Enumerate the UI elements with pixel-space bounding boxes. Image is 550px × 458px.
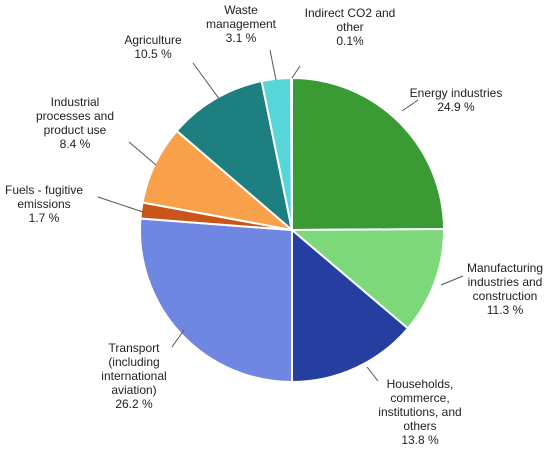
pie-slice [175, 80, 293, 231]
leader-line [440, 275, 464, 286]
slice-name-label: aviation) [111, 383, 156, 397]
slice-name-label: Fuels - fugitive [5, 183, 83, 197]
leader-line [269, 49, 277, 81]
slice-label: Manufacturing industries and construction 1… [467, 261, 543, 317]
slice-labels: Energy industries 24.9 % Manufacturing indu… [5, 3, 543, 447]
pie-slice [139, 217, 293, 383]
slice-name-label: product use [44, 123, 107, 137]
pie-slice [291, 228, 446, 330]
slice-value-label: 0.1% [336, 34, 364, 48]
slice-label: Agriculture 10.5 % [124, 33, 182, 61]
leader-line [128, 141, 157, 166]
slice-value-label: 24.9 % [437, 100, 475, 114]
slice-label: Fuels - fugitive emissions 1.7 % [5, 183, 83, 225]
slice-value-label: 3.1 % [226, 31, 257, 45]
slice-name-label: institutions, and [378, 405, 461, 419]
pie-slice [291, 229, 409, 383]
slice-value-label: 10.5 % [134, 47, 172, 61]
slice-name-label: other [336, 20, 363, 34]
slice-name-label: Industrial [51, 95, 100, 109]
slice-value-label: 8.4 % [60, 137, 91, 151]
slice-name-label: others [403, 419, 436, 433]
pie-slice [290, 76, 293, 231]
slice-value-label: 1.7 % [29, 211, 60, 225]
leader-line [291, 65, 301, 79]
leader-lines [97, 49, 464, 382]
slice-name-label: construction [473, 289, 538, 303]
slice-name-label: processes and [36, 109, 114, 123]
slice-value-label: 13.8 % [401, 433, 439, 447]
slice-value-label: 11.3 % [487, 303, 524, 317]
slice-label: Indirect CO2 and other 0.1% [305, 6, 396, 48]
slice-label: Energy industries 24.9 % [410, 86, 503, 114]
slice-name-label: international [101, 369, 166, 383]
leader-line [401, 99, 419, 112]
slice-value-label: 26.2 % [115, 397, 153, 411]
slice-label: Waste management 3.1 % [206, 3, 277, 45]
slice-name-label: emissions [17, 197, 70, 211]
slice-name-label: Agriculture [124, 33, 182, 47]
pie-slices [139, 76, 446, 383]
slice-name-label: Households, [387, 377, 454, 391]
pie-slice [291, 77, 445, 231]
leader-line [366, 366, 379, 382]
slice-name-label: commerce, [390, 391, 449, 405]
leader-line [171, 329, 185, 348]
slice-name-label: management [206, 17, 277, 31]
slice-name-label: Manufacturing [467, 261, 543, 275]
slice-name-label: Energy industries [410, 86, 503, 100]
slice-label: Industrial processes and product use 8.4 % [36, 95, 114, 151]
slice-name-label: Indirect CO2 and [305, 6, 396, 20]
slice-name-label: Transport [109, 341, 161, 355]
slice-label: Transport (including international aviation… [101, 341, 166, 411]
leader-line [97, 196, 144, 213]
slice-name-label: (including [108, 355, 159, 369]
slice-label: Households, commerce, institutions, and oth… [378, 377, 461, 447]
slice-name-label: industries and [468, 275, 543, 289]
leader-line [192, 62, 221, 101]
slice-name-label: Waste [224, 3, 258, 17]
